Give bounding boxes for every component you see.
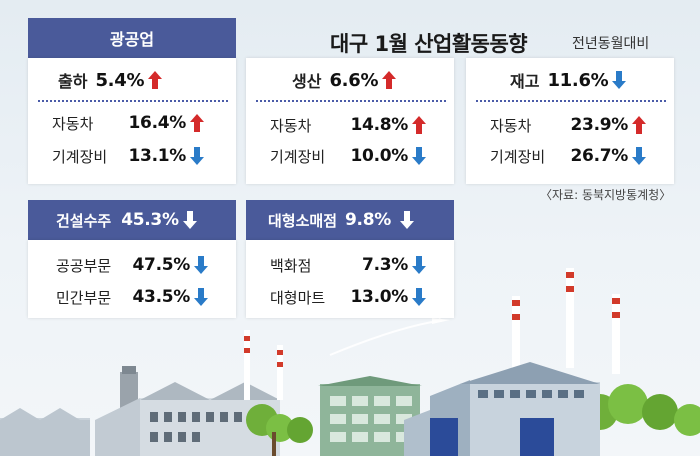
retail-label: 대형소매점 <box>268 211 338 230</box>
down-arrow-icon <box>193 255 209 275</box>
production-car-value: 14.8% <box>350 115 409 135</box>
retail-mart-label: 대형마트 <box>270 288 326 307</box>
inventory-row-machinery: 기계장비 26.7% <box>490 143 647 169</box>
retail-department-value: 7.3% <box>362 255 408 275</box>
data-source: 〈자료: 동북지방통계청〉 <box>540 188 672 202</box>
inventory-car-value: 23.9% <box>570 115 629 135</box>
shipment-row-car: 자동차 16.4% <box>52 110 205 136</box>
production-main-row: 생산 6.6% <box>292 64 397 96</box>
retail-tag: 대형소매점 9.8% <box>246 200 454 240</box>
retail-department-label: 백화점 <box>270 256 312 275</box>
construction-private-label: 민간부문 <box>56 288 112 307</box>
down-arrow-icon <box>411 146 427 166</box>
page-title: 대구 1월 산업활동동향 <box>330 32 528 56</box>
up-arrow-icon <box>381 70 397 90</box>
down-arrow-icon <box>411 255 427 275</box>
production-car-label: 자동차 <box>270 116 312 135</box>
factory-chimneys <box>244 268 620 400</box>
shipment-car-value: 16.4% <box>128 113 187 133</box>
shipment-machinery-value: 13.1% <box>128 146 187 166</box>
inventory-separator <box>476 100 666 102</box>
inventory-main-row: 재고 11.6% <box>510 64 627 96</box>
production-label: 생산 <box>292 72 322 91</box>
down-arrow-icon <box>399 210 415 230</box>
up-arrow-icon <box>631 115 647 135</box>
down-arrow-icon <box>189 146 205 166</box>
construction-row-private: 민간부문 43.5% <box>56 284 209 310</box>
shipment-label: 출하 <box>58 72 88 91</box>
down-arrow-icon <box>611 70 627 90</box>
down-arrow-icon <box>411 287 427 307</box>
construction-tag: 건설수주 45.3% <box>28 200 236 240</box>
inventory-machinery-value: 26.7% <box>570 146 629 166</box>
shipment-value: 5.4% <box>95 69 145 91</box>
retail-mart-value: 13.0% <box>350 287 409 307</box>
up-arrow-icon <box>147 70 163 90</box>
production-separator <box>256 100 446 102</box>
production-row-car: 자동차 14.8% <box>270 112 427 138</box>
retail-row-mart: 대형마트 13.0% <box>270 284 427 310</box>
production-value: 6.6% <box>329 69 379 91</box>
up-arrow-icon <box>411 115 427 135</box>
inventory-value: 11.6% <box>547 69 609 91</box>
page-subtitle: 전년동월대비 <box>572 36 650 52</box>
shipment-separator <box>38 100 228 102</box>
green-building <box>318 376 422 456</box>
production-machinery-value: 10.0% <box>350 146 409 166</box>
airplane-icon <box>329 314 450 356</box>
shipment-car-label: 자동차 <box>52 114 94 133</box>
inventory-label: 재고 <box>510 72 540 91</box>
shipment-row-machinery: 기계장비 13.1% <box>52 143 205 169</box>
mining-category-tag: 광공업 <box>28 18 236 58</box>
construction-private-value: 43.5% <box>132 287 191 307</box>
production-row-machinery: 기계장비 10.0% <box>270 143 427 169</box>
inventory-machinery-label: 기계장비 <box>490 147 546 166</box>
mining-category-label: 광공업 <box>109 30 155 49</box>
construction-value: 45.3% <box>121 210 179 230</box>
retail-value: 9.8% <box>345 210 391 230</box>
construction-public-label: 공공부문 <box>56 256 112 275</box>
down-arrow-icon <box>631 146 647 166</box>
down-arrow-icon <box>193 287 209 307</box>
inventory-row-car: 자동차 23.9% <box>490 112 647 138</box>
construction-label: 건설수주 <box>56 211 112 230</box>
background-buildings <box>0 366 280 456</box>
shipment-main-row: 출하 5.4% <box>58 64 163 96</box>
retail-row-department: 백화점 7.3% <box>270 252 427 278</box>
construction-public-value: 47.5% <box>132 255 191 275</box>
down-arrow-icon <box>182 210 198 230</box>
shipment-machinery-label: 기계장비 <box>52 147 108 166</box>
up-arrow-icon <box>189 113 205 133</box>
construction-row-public: 공공부문 47.5% <box>56 252 209 278</box>
production-machinery-label: 기계장비 <box>270 147 326 166</box>
inventory-car-label: 자동차 <box>490 116 532 135</box>
main-factory <box>404 362 600 456</box>
